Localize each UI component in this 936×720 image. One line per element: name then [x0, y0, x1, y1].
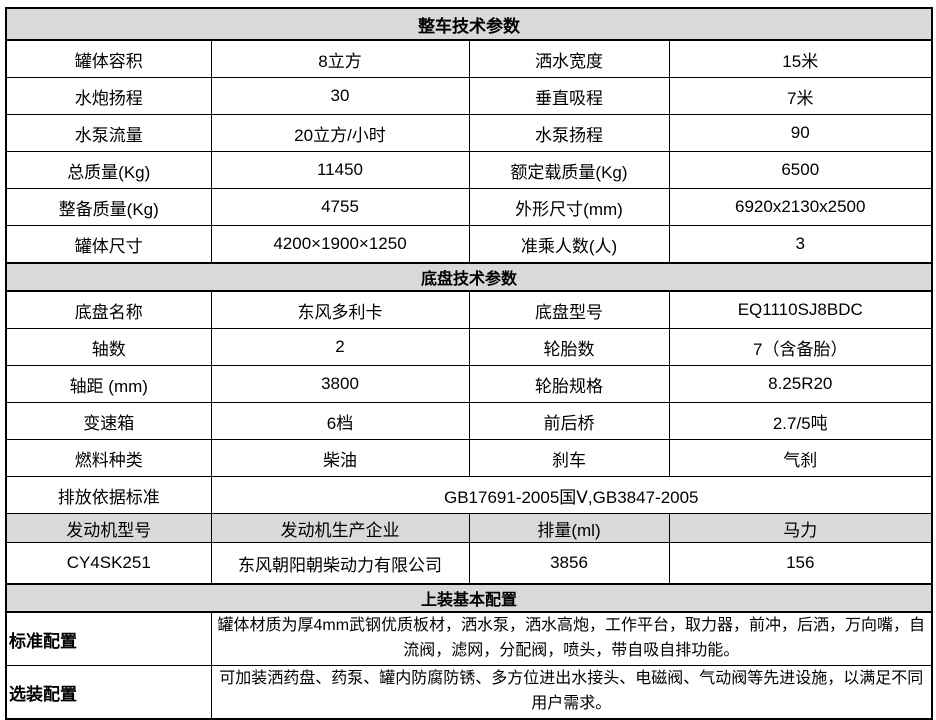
- engine-value: CY4SK251: [5, 542, 212, 585]
- section-row-upfit: 上装基本配置: [5, 583, 933, 613]
- param-value: 2: [210, 328, 470, 366]
- optional-config-row: 选装配置 可加装洒药盘、药泵、罐内防腐防锈、多方位进出水接头、电磁阀、气动阀等先…: [5, 665, 933, 720]
- table-row: 水炮扬程 30 垂直吸程 7米: [5, 77, 933, 115]
- param-value: 3: [668, 225, 933, 264]
- param-label: 水泵扬程: [468, 114, 670, 152]
- standard-config-row: 标准配置 罐体材质为厚4mm武钢优质板材，洒水泵，洒水高炮，工作平台，取力器，前…: [5, 611, 933, 666]
- param-value: 2.7/5吨: [668, 402, 933, 440]
- engine-values-row: CY4SK251 东风朝阳朝柴动力有限公司 3856 156: [5, 542, 933, 585]
- param-label: 轴数: [5, 328, 212, 366]
- engine-header: 发动机型号: [5, 513, 212, 543]
- section-header-chassis: 底盘技术参数: [5, 262, 933, 292]
- param-value: 15米: [668, 39, 933, 78]
- spec-table: 整车技术参数 罐体容积 8立方 洒水宽度 15米 水炮扬程 30 垂直吸程 7米…: [5, 7, 933, 720]
- param-label: 总质量(Kg): [5, 151, 212, 189]
- engine-header-row: 发动机型号 发动机生产企业 排量(ml) 马力: [5, 513, 933, 543]
- emission-standard-value: GB17691-2005国Ⅴ,GB3847-2005: [210, 476, 933, 514]
- section-header-vehicle: 整车技术参数: [5, 7, 933, 41]
- param-value: 90: [668, 114, 933, 152]
- table-row: 水泵流量 20立方/小时 水泵扬程 90: [5, 114, 933, 152]
- engine-value: 东风朝阳朝柴动力有限公司: [210, 542, 470, 585]
- section-header-upfit: 上装基本配置: [5, 583, 933, 613]
- param-label: 变速箱: [5, 402, 212, 440]
- param-label: 外形尺寸(mm): [468, 188, 670, 226]
- emission-row: 排放依据标准 GB17691-2005国Ⅴ,GB3847-2005: [5, 476, 933, 514]
- param-value: 4755: [210, 188, 470, 226]
- param-label: 轴距 (mm): [5, 365, 212, 403]
- section-row-vehicle: 整车技术参数: [5, 7, 933, 41]
- table-row: 变速箱 6档 前后桥 2.7/5吨: [5, 402, 933, 440]
- param-label: 罐体尺寸: [5, 225, 212, 264]
- param-label: 燃料种类: [5, 439, 212, 477]
- param-label: 整备质量(Kg): [5, 188, 212, 226]
- param-label: 准乘人数(人): [468, 225, 670, 264]
- table-row: 燃料种类 柴油 刹车 气刹: [5, 439, 933, 477]
- param-value: 6500: [668, 151, 933, 189]
- param-label: 水泵流量: [5, 114, 212, 152]
- table-row: 整备质量(Kg) 4755 外形尺寸(mm) 6920x2130x2500: [5, 188, 933, 226]
- param-value: 7（含备胎）: [668, 328, 933, 366]
- param-label: 罐体容积: [5, 39, 212, 78]
- param-value: 30: [210, 77, 470, 115]
- param-label: 水炮扬程: [5, 77, 212, 115]
- engine-header: 发动机生产企业: [210, 513, 470, 543]
- param-label: 刹车: [468, 439, 670, 477]
- engine-header: 排量(ml): [468, 513, 670, 543]
- config-text-optional: 可加装洒药盘、药泵、罐内防腐防锈、多方位进出水接头、电磁阀、气动阀等先进设施，以…: [210, 665, 933, 720]
- param-value: 3800: [210, 365, 470, 403]
- param-label: 底盘型号: [468, 290, 670, 329]
- param-value: 7米: [668, 77, 933, 115]
- param-value: 8.25R20: [668, 365, 933, 403]
- engine-value: 156: [668, 542, 933, 585]
- table-row: 轴数 2 轮胎数 7（含备胎）: [5, 328, 933, 366]
- param-value: 6920x2130x2500: [668, 188, 933, 226]
- param-label: 排放依据标准: [5, 476, 212, 514]
- param-value: 气刹: [668, 439, 933, 477]
- table-row: 总质量(Kg) 11450 额定载质量(Kg) 6500: [5, 151, 933, 189]
- param-label: 额定载质量(Kg): [468, 151, 670, 189]
- config-text-standard: 罐体材质为厚4mm武钢优质板材，洒水泵，洒水高炮，工作平台，取力器，前冲，后洒，…: [210, 611, 933, 666]
- engine-value: 3856: [468, 542, 670, 585]
- config-label-optional: 选装配置: [5, 665, 212, 720]
- param-value: 4200×1900×1250: [210, 225, 470, 264]
- param-value: 20立方/小时: [210, 114, 470, 152]
- param-label: 洒水宽度: [468, 39, 670, 78]
- param-label: 轮胎规格: [468, 365, 670, 403]
- param-value: 柴油: [210, 439, 470, 477]
- table-row: 罐体尺寸 4200×1900×1250 准乘人数(人) 3: [5, 225, 933, 264]
- engine-header: 马力: [668, 513, 933, 543]
- param-value: 8立方: [210, 39, 470, 78]
- param-label: 轮胎数: [468, 328, 670, 366]
- section-row-chassis: 底盘技术参数: [5, 262, 933, 292]
- table-row: 轴距 (mm) 3800 轮胎规格 8.25R20: [5, 365, 933, 403]
- table-row: 底盘名称 东风多利卡 底盘型号 EQ1110SJ8BDC: [5, 290, 933, 329]
- param-value: 6档: [210, 402, 470, 440]
- table-row: 罐体容积 8立方 洒水宽度 15米: [5, 39, 933, 78]
- param-label: 底盘名称: [5, 290, 212, 329]
- param-label: 垂直吸程: [468, 77, 670, 115]
- param-value: 11450: [210, 151, 470, 189]
- config-label-standard: 标准配置: [5, 611, 212, 666]
- param-value: EQ1110SJ8BDC: [668, 290, 933, 329]
- param-label: 前后桥: [468, 402, 670, 440]
- param-value: 东风多利卡: [210, 290, 470, 329]
